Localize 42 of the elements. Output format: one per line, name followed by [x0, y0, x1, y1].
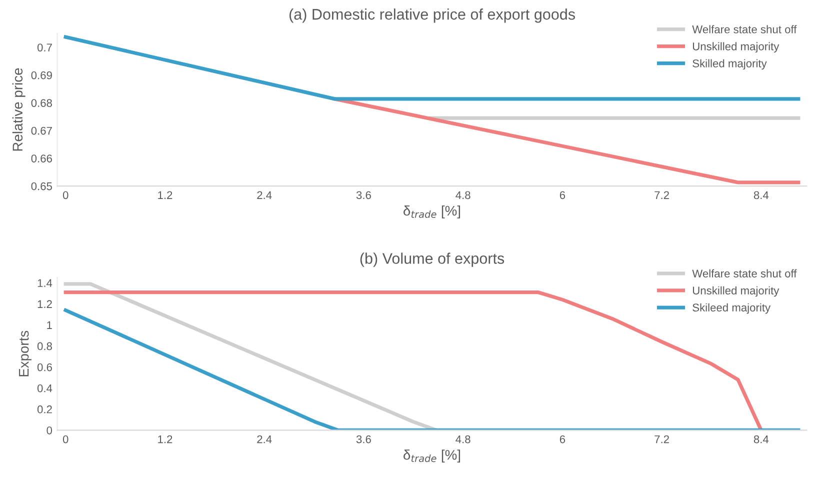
- y-axis-title: Relative price: [12, 68, 26, 151]
- y-axis-title: Exports: [19, 330, 32, 376]
- x-tick-label: 0: [62, 191, 68, 200]
- x-axis-title: δ$_{trade}$ [%]: [404, 205, 460, 218]
- x-tick-label: 7.2: [654, 435, 669, 444]
- y-tick-label: 1: [47, 321, 52, 329]
- x-tick-label: 3.6: [356, 435, 371, 444]
- y-tick-label: 0.69: [31, 71, 52, 80]
- y-tick-label: 0.4: [37, 384, 52, 392]
- x-tick-label: 1.2: [158, 435, 172, 444]
- y-tick-label: 0.66: [31, 154, 52, 162]
- x-tick-label: 6: [560, 435, 566, 444]
- y-tick-label: 0.65: [31, 182, 52, 190]
- y-tick-label: 0.68: [31, 99, 52, 107]
- y-tick-label: 0.6: [37, 363, 52, 372]
- y-tick-label: 0.8: [37, 342, 52, 350]
- legend-label: Unskilled majority: [692, 286, 780, 297]
- y-tick-label: 0.7: [37, 44, 52, 52]
- x-tick-label: 7.2: [654, 191, 669, 199]
- y-tick-label: 1.2: [38, 300, 52, 308]
- x-axis-title: δ$_{trade}$ [%]: [404, 450, 460, 463]
- legend-label: Skilled majority: [692, 59, 767, 70]
- x-tick-label: 4.8: [456, 435, 470, 444]
- x-tick-label: 3.6: [356, 191, 371, 200]
- x-tick-label: 0: [62, 435, 68, 444]
- legend-label: Welfare state shut off: [692, 269, 797, 278]
- legend-label: Skileed majority: [692, 303, 771, 314]
- chart-title: (a) Domestic relative price of export goods: [289, 8, 575, 23]
- x-tick-label: 2.4: [257, 191, 272, 199]
- x-tick-label: 6: [560, 191, 566, 200]
- x-tick-label: 4.8: [456, 191, 470, 200]
- legend-label: Welfare state shut off: [692, 25, 797, 34]
- y-tick-label: 0.67: [31, 126, 52, 135]
- y-tick-label: 0.2: [37, 405, 52, 414]
- y-tick-label: 1.4: [38, 279, 52, 287]
- x-tick-label: 8.4: [754, 191, 769, 200]
- x-tick-label: 8.4: [754, 435, 769, 444]
- x-tick-label: 1.2: [158, 191, 172, 199]
- y-tick-label: 0: [46, 426, 52, 434]
- x-tick-label: 2.4: [257, 435, 272, 444]
- legend-label: Unskilled majority: [692, 42, 780, 53]
- chart-title: (b) Volume of exports: [360, 252, 504, 267]
